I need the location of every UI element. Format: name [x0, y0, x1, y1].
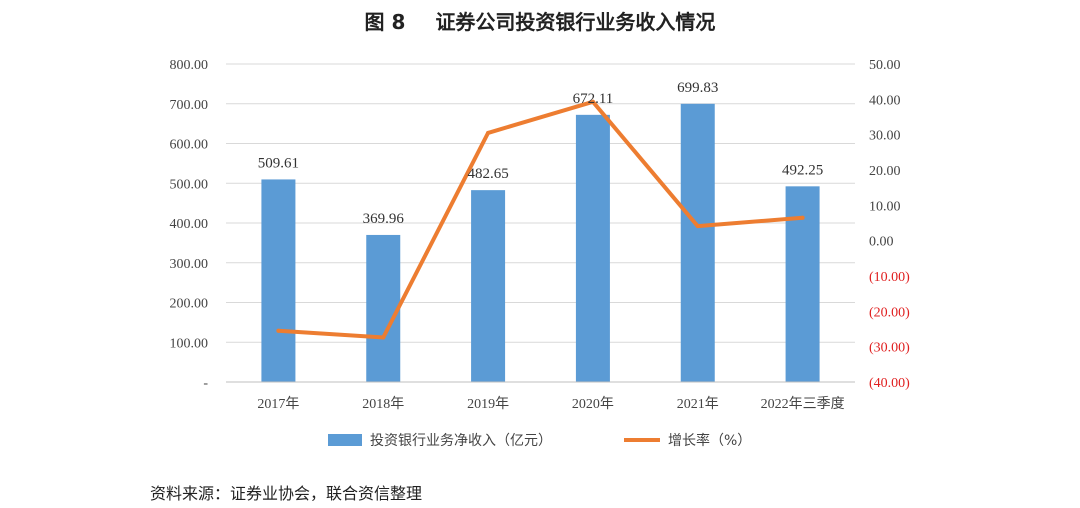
y-left-tick-label: -: [203, 376, 208, 391]
y-left-tick-label: 600.00: [170, 138, 209, 153]
chart-title: 图 8 证券公司投资银行业务收入情况: [0, 6, 1080, 35]
y-right-tick-label: 20.00: [869, 164, 901, 179]
x-tick-label: 2021年: [677, 396, 719, 412]
x-tick-label: 2017年: [257, 396, 299, 412]
y-left-tick-label: 300.00: [170, 257, 209, 272]
x-tick-label: 2019年: [467, 396, 509, 412]
y-left-tick-label: 800.00: [170, 58, 209, 73]
bar: [575, 114, 610, 382]
source-note: 资料来源：证券业协会，联合资信整理: [150, 484, 423, 503]
x-tick-label: 2020年: [572, 396, 614, 412]
y-right-tick-label: (10.00): [869, 270, 910, 285]
y-left-tick-label: 700.00: [170, 98, 209, 113]
bar: [680, 103, 715, 383]
y-right-tick-label: 30.00: [869, 129, 901, 144]
bar: [261, 179, 296, 382]
y-right-tick-label: 40.00: [869, 93, 901, 108]
growth-point: [276, 328, 281, 333]
growth-line-series: [276, 99, 805, 340]
bar-data-label: 369.96: [363, 211, 405, 227]
y-left-tick-label: 400.00: [170, 217, 209, 232]
grid-lines: [226, 63, 855, 343]
data-labels: 509.61 369.96 482.65 672.11 699.83 492.25: [258, 80, 823, 227]
y-left-tick-label: 200.00: [170, 297, 209, 312]
bar-data-label: 509.61: [258, 155, 299, 171]
x-tick-label: 2018年: [362, 396, 404, 412]
bar: [471, 190, 506, 382]
bar-series: [261, 103, 820, 383]
chart-canvas: 509.61 369.96 482.65 672.11 699.83 492.25 - 10…: [170, 58, 911, 449]
legend-bar-swatch: [328, 434, 362, 446]
bar: [785, 186, 820, 382]
growth-point: [590, 99, 595, 104]
legend-line-label: 增长率（%）: [668, 432, 751, 449]
y-right-tick-label: 50.00: [869, 58, 901, 73]
growth-point: [695, 224, 700, 229]
bar-data-label: 672.11: [573, 91, 614, 107]
y-right-tick-label: (40.00): [869, 376, 910, 391]
y-left-tick-label: 500.00: [170, 177, 209, 192]
figure-number: 图 8: [364, 10, 406, 34]
bar: [366, 234, 401, 382]
bar-data-label: 699.83: [677, 80, 718, 96]
legend-bar-label: 投资银行业务净收入（亿元）: [370, 433, 552, 449]
growth-point: [381, 335, 386, 340]
figure-title-text: 证券公司投资银行业务收入情况: [435, 10, 716, 34]
growth-point: [800, 215, 805, 220]
axes: - 100.00 200.00 300.00 400.00 500.00 600.00 700…: [170, 58, 911, 412]
y-right-tick-label: 10.00: [869, 199, 901, 214]
y-right-tick-label: 0.00: [869, 235, 894, 250]
growth-point: [486, 130, 491, 135]
y-right-tick-label: (20.00): [869, 305, 910, 320]
legend: 投资银行业务净收入（亿元） 增长率（%）: [328, 432, 751, 449]
y-left-tick-label: 100.00: [170, 336, 209, 351]
growth-line: [276, 99, 805, 340]
y-right-tick-label: (30.00): [869, 341, 910, 356]
bar-data-label: 492.25: [782, 162, 823, 178]
x-tick-label: 2022年三季度: [761, 396, 845, 412]
bar-data-label: 482.65: [467, 166, 508, 182]
